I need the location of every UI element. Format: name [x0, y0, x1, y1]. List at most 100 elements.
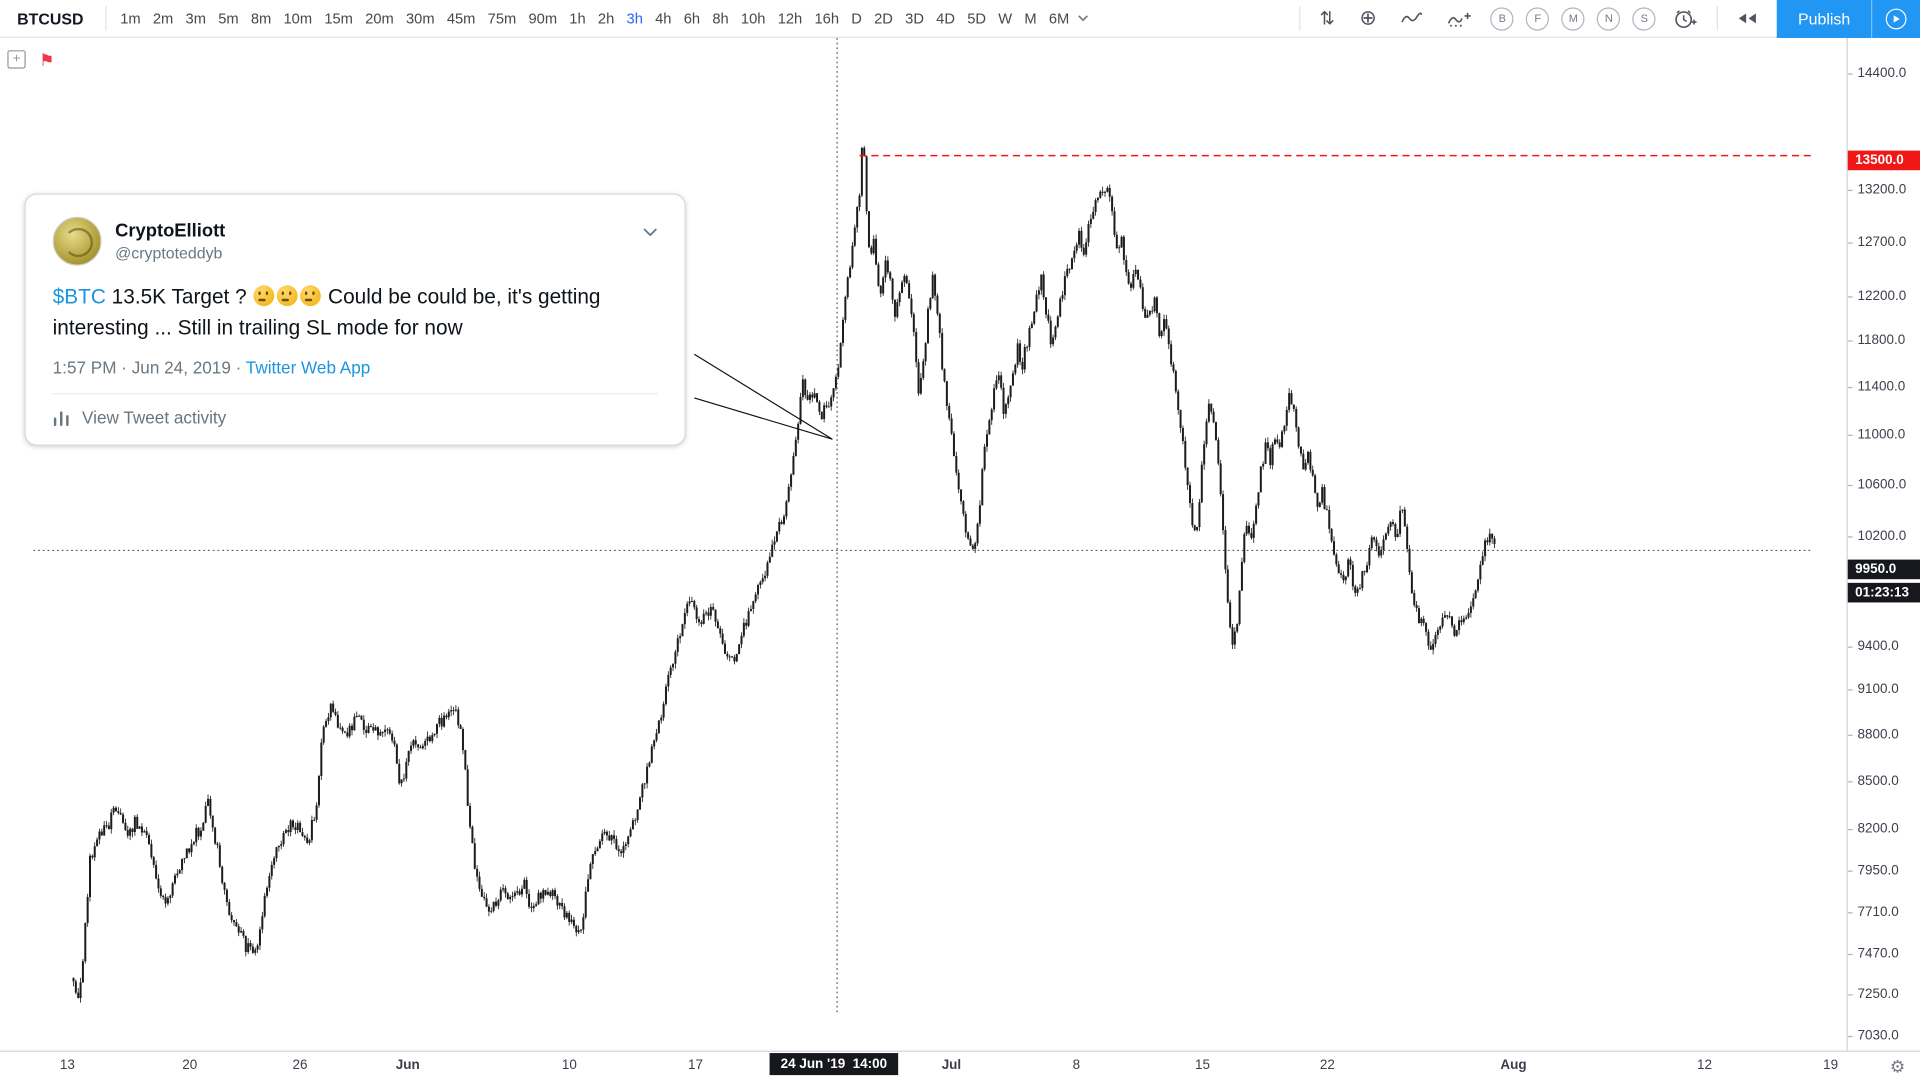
- interval-button-10m[interactable]: 10m: [283, 9, 313, 27]
- tweet-timestamp: 1:57 PM · Jun 24, 2019 · Twitter Web App: [53, 358, 658, 378]
- interval-button-3h[interactable]: 3h: [626, 9, 643, 27]
- alert-clock-icon[interactable]: [1662, 8, 1710, 29]
- time-tick-label: 22: [1319, 1057, 1335, 1073]
- line-indicator-icon[interactable]: [1389, 11, 1436, 26]
- time-axis[interactable]: ⚙ 13 20 26 Jun 10 17 Jul 8 15 22 Aug 12 19: [0, 1050, 1920, 1080]
- interval-button-90m[interactable]: 90m: [528, 9, 558, 27]
- gear-icon[interactable]: ⚙: [1889, 1056, 1906, 1077]
- tweet-author-name[interactable]: CryptoElliott: [115, 219, 226, 241]
- crosshair-price-label: 9950.0: [1847, 559, 1920, 580]
- interval-button-15m[interactable]: 15m: [324, 9, 353, 27]
- interval-button-D[interactable]: D: [851, 9, 862, 27]
- interval-button-20m[interactable]: 20m: [365, 9, 394, 27]
- time-tick-label: 12: [1696, 1057, 1712, 1073]
- interval-button-2h[interactable]: 2h: [597, 9, 615, 27]
- time-tick-label: 26: [292, 1057, 308, 1073]
- interval-button-6M[interactable]: 6M: [1048, 9, 1070, 27]
- toolbar-separator: [1298, 6, 1300, 31]
- tweet-divider: [52, 393, 658, 395]
- interval-button-3m[interactable]: 3m: [185, 9, 206, 27]
- letter-button-S[interactable]: S: [1632, 6, 1656, 31]
- price-tick-label: 7470.0: [1847, 946, 1899, 962]
- price-tick-label: 11800.0: [1847, 333, 1906, 348]
- intervals-dropdown-chevron[interactable]: [1078, 15, 1089, 22]
- compare-arrows-icon[interactable]: ⇅: [1319, 8, 1335, 30]
- price-tick-label: 12700.0: [1847, 235, 1907, 250]
- price-tick-label: 7250.0: [1847, 986, 1899, 1002]
- price-axis[interactable]: 14400.0 13200.0 12700.0 12200.0 11800.0 11400…: [1846, 37, 1920, 1051]
- tweet-author-handle[interactable]: @cryptoteddyb: [115, 243, 223, 262]
- time-tick-label: 15: [1194, 1057, 1210, 1073]
- bar-chart-icon: [53, 411, 69, 426]
- interval-button-75m[interactable]: 75m: [487, 9, 517, 27]
- letter-button-N[interactable]: N: [1597, 6, 1621, 31]
- candlestick-chart[interactable]: [0, 37, 1847, 1051]
- publish-button[interactable]: Publish: [1777, 0, 1920, 38]
- interval-button-M[interactable]: M: [1024, 9, 1037, 27]
- plus-square-icon[interactable]: +: [7, 50, 26, 69]
- publish-label: Publish: [1797, 9, 1851, 28]
- tweet-callout-line: [694, 397, 833, 440]
- price-tick-label: 7950.0: [1847, 863, 1899, 878]
- symbol-name[interactable]: BTCUSD: [17, 9, 84, 28]
- time-tick-label: 10: [561, 1057, 577, 1073]
- interval-button-5D[interactable]: 5D: [967, 9, 987, 27]
- interval-button-8h[interactable]: 8h: [712, 9, 729, 27]
- publish-idea-icon[interactable]: [1871, 0, 1920, 38]
- time-tick-label: 8: [1072, 1057, 1081, 1073]
- price-tick-label: 11400.0: [1847, 379, 1906, 395]
- tweet-text-before-emoji: 13.5K Target ?: [105, 285, 253, 309]
- replay-rewind-icon[interactable]: [1726, 12, 1770, 24]
- letter-button-F[interactable]: F: [1526, 6, 1550, 31]
- toolbar-separator: [1717, 6, 1719, 31]
- tweet-cashtag-link[interactable]: $BTC: [52, 285, 106, 309]
- thinking-emoji-row: [252, 285, 322, 308]
- level-price-label: 13500.0: [1847, 150, 1920, 171]
- interval-button-5m[interactable]: 5m: [218, 9, 239, 27]
- interval-button-6h[interactable]: 6h: [683, 9, 701, 27]
- interval-button-2D[interactable]: 2D: [874, 9, 893, 27]
- tweet-avatar[interactable]: [52, 216, 102, 266]
- interval-button-4D[interactable]: 4D: [936, 9, 955, 27]
- interval-button-16h[interactable]: 16h: [814, 9, 840, 27]
- interval-button-12h[interactable]: 12h: [777, 9, 803, 27]
- interval-button-3D[interactable]: 3D: [905, 9, 924, 27]
- price-tick-label: 10600.0: [1847, 477, 1907, 493]
- time-tick-label: Aug: [1500, 1057, 1527, 1073]
- flag-icon[interactable]: ⚑: [39, 49, 55, 70]
- time-tick-label: Jun: [395, 1057, 420, 1073]
- time-tick-label: 19: [1823, 1057, 1839, 1073]
- interval-button-8m[interactable]: 8m: [250, 9, 272, 27]
- interval-button-group: 1m 2m 3m 5m 8m 10m 15m 20m 30m 45m 75m 90m 1h 2h 3h 4h 6…: [114, 0, 1075, 37]
- candle-bodies: [72, 147, 1496, 998]
- chart-pane[interactable]: [0, 37, 1847, 1051]
- tweet-source-link[interactable]: Twitter Web App: [245, 357, 371, 378]
- time-tick-label: 13: [59, 1057, 75, 1073]
- interval-button-1m[interactable]: 1m: [120, 9, 141, 27]
- chart-corner-icons: + ⚑: [7, 49, 55, 70]
- time-tick-label: 20: [182, 1057, 198, 1073]
- compare-add-icon[interactable]: ⊕: [1359, 6, 1377, 30]
- interval-button-30m[interactable]: 30m: [405, 9, 435, 27]
- letter-button-B[interactable]: B: [1490, 6, 1514, 31]
- letter-button-M[interactable]: M: [1561, 6, 1585, 31]
- interval-button-45m[interactable]: 45m: [446, 9, 476, 27]
- tweet-card: CryptoElliott @cryptoteddyb $BTC 13.5K T…: [24, 193, 686, 447]
- indicators-add-icon[interactable]: [1436, 10, 1485, 27]
- price-tick-label: 8500.0: [1847, 773, 1899, 789]
- thinking-face-emoji: [300, 285, 322, 307]
- interval-button-2m[interactable]: 2m: [152, 9, 174, 27]
- price-tick-label: 10200.0: [1847, 528, 1907, 544]
- interval-button-10h[interactable]: 10h: [740, 9, 766, 27]
- price-tick-label: 7030.0: [1847, 1028, 1899, 1044]
- time-tick-label: Jul: [941, 1057, 962, 1073]
- interval-button-4h[interactable]: 4h: [655, 9, 672, 27]
- interval-button-1h[interactable]: 1h: [569, 9, 586, 27]
- view-tweet-activity[interactable]: View Tweet activity: [53, 408, 658, 428]
- price-tick-label: 9400.0: [1847, 639, 1899, 654]
- interval-button-W[interactable]: W: [998, 9, 1013, 27]
- tweet-menu-chevron-icon[interactable]: [643, 222, 658, 244]
